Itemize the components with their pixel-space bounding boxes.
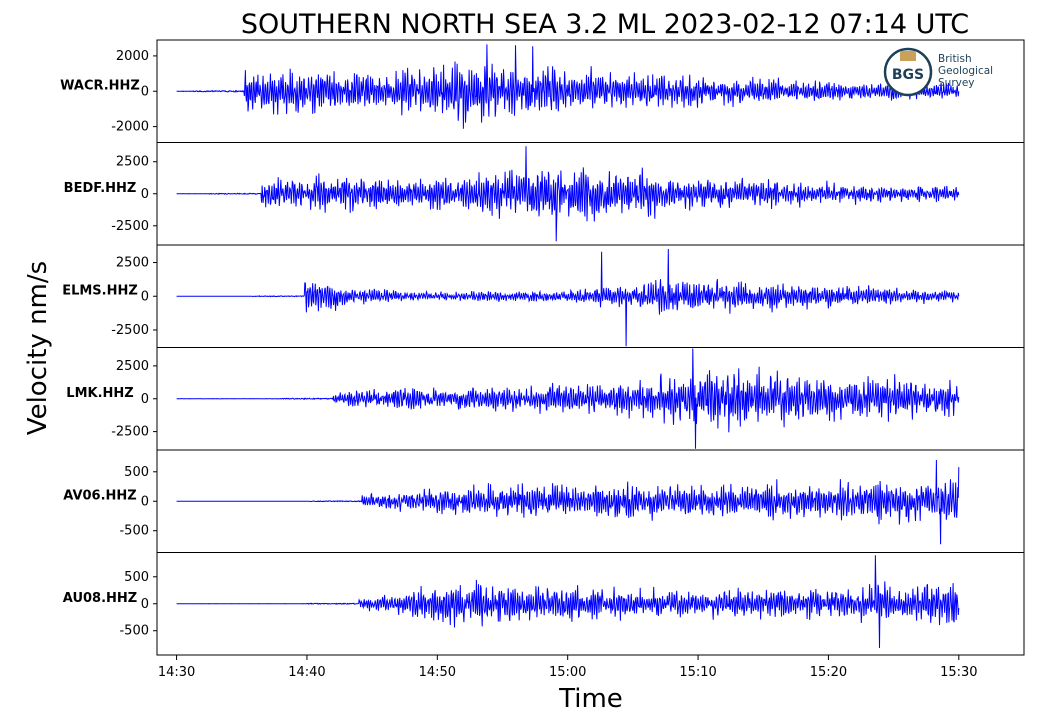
station-label: AU08.HHZ	[63, 591, 137, 606]
y-tick-label: 500	[124, 570, 149, 585]
x-tick-label: 15:20	[810, 665, 847, 680]
y-tick-label: 0	[141, 392, 149, 407]
x-tick-label: 15:10	[679, 665, 716, 680]
y-tick-label: 500	[124, 465, 149, 480]
y-tick-label: 0	[141, 187, 149, 202]
logo-text-line: Geological	[938, 65, 993, 77]
waveform-trace	[176, 146, 960, 242]
x-tick-label: 14:50	[419, 665, 456, 680]
y-tick-label: 0	[141, 494, 149, 509]
crown-icon	[900, 51, 916, 61]
y-tick-label: 2500	[116, 359, 149, 374]
y-tick-label: -500	[119, 524, 149, 539]
station-label: BEDF.HHZ	[64, 181, 137, 196]
y-tick-label: 0	[141, 84, 149, 99]
waveform-trace	[176, 555, 960, 649]
x-tick-label: 14:40	[288, 665, 325, 680]
station-label: WACR.HHZ	[60, 78, 140, 93]
station-label: AV06.HHZ	[63, 488, 136, 503]
waveform-trace	[176, 459, 960, 545]
logo-mark: BGS	[892, 67, 924, 83]
station-label: LMK.HHZ	[66, 386, 133, 401]
panels-group: WACR.HHZ 2000 0 -2000 BEDF.HHZ 2500 0 -2500 ELMS…	[60, 39, 1025, 656]
x-axis-label: Time	[558, 684, 623, 714]
waveform-trace	[176, 348, 960, 449]
y-tick-label: -500	[119, 624, 149, 639]
waveform-trace	[176, 44, 960, 129]
station-label: ELMS.HHZ	[62, 283, 138, 298]
x-tick-label: 15:00	[549, 665, 586, 680]
logo-text-line: British	[938, 53, 972, 65]
panel-frame	[156, 552, 1025, 656]
x-tick-label: 14:30	[158, 665, 195, 680]
y-tick-label: -2000	[111, 120, 149, 135]
y-tick-label: 2500	[116, 256, 149, 271]
waveform-trace	[176, 248, 960, 347]
y-tick-label: -2500	[111, 323, 149, 338]
y-tick-label: 0	[141, 597, 149, 612]
logo-text-line: Survey	[938, 77, 975, 89]
logo-ring	[883, 47, 933, 97]
x-axis: 14:30 14:40 14:50 15:00 15:10 15:20 15:30	[158, 655, 978, 680]
y-tick-label: 2500	[116, 155, 149, 170]
chart-title: SOUTHERN NORTH SEA 3.2 ML 2023-02-12 07:…	[241, 9, 969, 40]
y-axis-label: Velocity nm/s	[23, 261, 53, 435]
y-tick-label: 0	[141, 289, 149, 304]
y-tick-label: -2500	[111, 219, 149, 234]
y-tick-label: 2000	[116, 49, 149, 64]
y-tick-label: -2500	[111, 425, 149, 440]
x-tick-label: 15:30	[940, 665, 977, 680]
